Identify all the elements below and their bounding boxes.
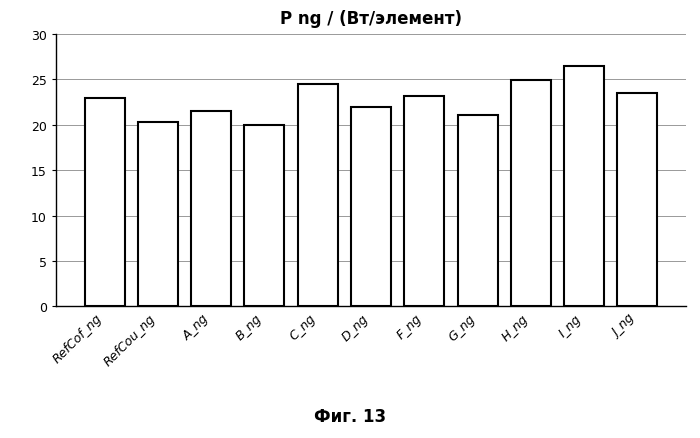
Title: P ng / (Вт/элемент): P ng / (Вт/элемент) [280, 10, 462, 28]
Bar [85, 99, 125, 307]
Bar [298, 85, 337, 307]
Text: Фиг. 13: Фиг. 13 [314, 407, 386, 425]
Bar [351, 107, 391, 307]
Bar [405, 97, 444, 307]
Bar [191, 112, 231, 307]
Bar [244, 126, 284, 307]
Bar [511, 81, 551, 307]
Bar [138, 123, 178, 307]
Bar [458, 116, 498, 307]
Bar [617, 94, 657, 307]
Bar [564, 67, 604, 307]
